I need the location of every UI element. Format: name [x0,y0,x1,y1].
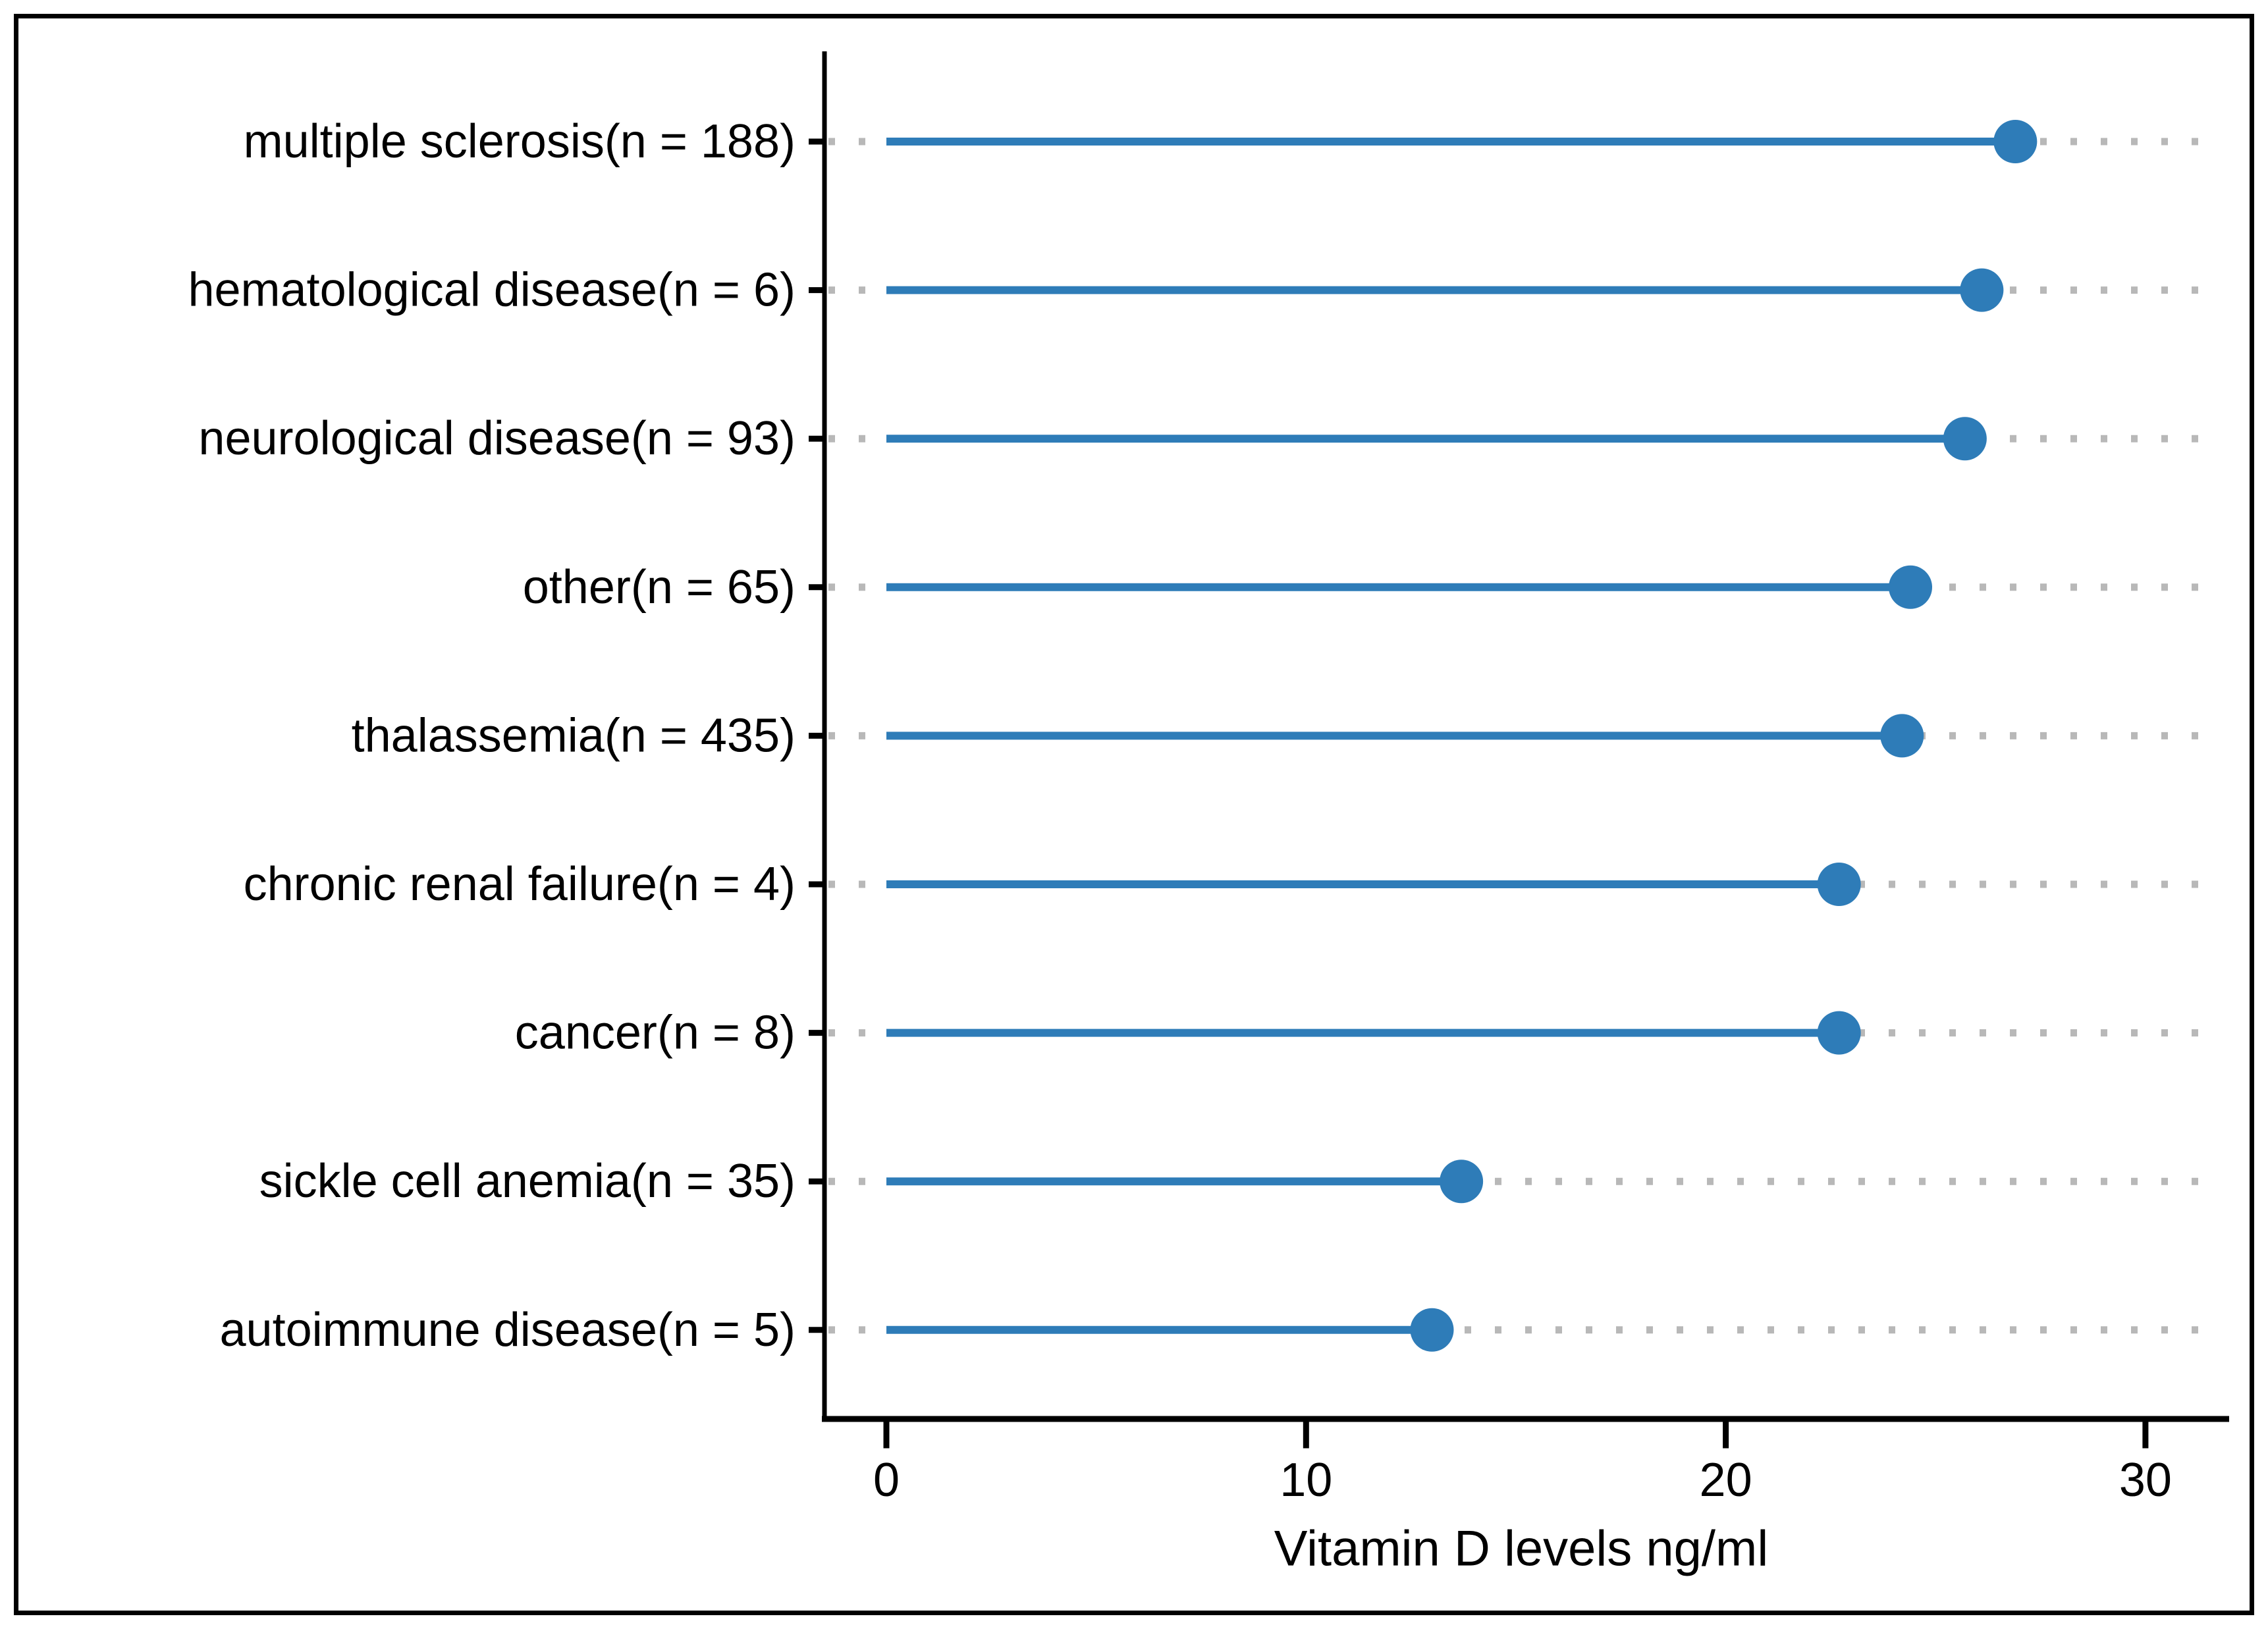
category-label: other(n = 65) [523,561,796,614]
lollipop-dot [1817,1011,1861,1055]
lollipop-dot [1410,1308,1454,1352]
category-label: neurological disease(n = 93) [198,412,796,465]
lollipop-dot [1817,863,1861,906]
lollipop-dot [1993,120,2038,163]
lollipop-dot [1880,714,1924,758]
x-tick-label: 0 [873,1454,900,1507]
category-label: hematological disease(n = 6) [188,264,796,317]
x-axis-title: Vitamin D levels ng/ml [1274,1521,1768,1577]
category-label: thalassemia(n = 435) [352,709,796,762]
axis-layer [809,51,2229,1449]
category-label: cancer(n = 8) [515,1007,796,1059]
category-label: autoimmune disease(n = 5) [220,1304,796,1356]
figure-border [14,14,2254,1615]
category-label: multiple sclerosis(n = 188) [244,115,796,168]
category-labels: multiple sclerosis(n = 188) hematological… [188,115,796,1356]
x-tick-label: 10 [1280,1454,1332,1507]
lollipop-dot [1889,565,1933,609]
category-label: sickle cell anemia(n = 35) [259,1155,796,1208]
x-tick-label: 30 [2119,1454,2172,1507]
x-tick-label: 20 [1700,1454,1752,1507]
lollipop-dot [1960,268,2004,312]
category-label: chronic renal failure(n = 4) [244,858,796,911]
lollipop-dot [1943,417,1987,461]
x-tick-labels: 0 10 20 30 [873,1454,2172,1507]
lollipop-dot [1440,1160,1484,1204]
lollipop-layer [886,120,2038,1352]
